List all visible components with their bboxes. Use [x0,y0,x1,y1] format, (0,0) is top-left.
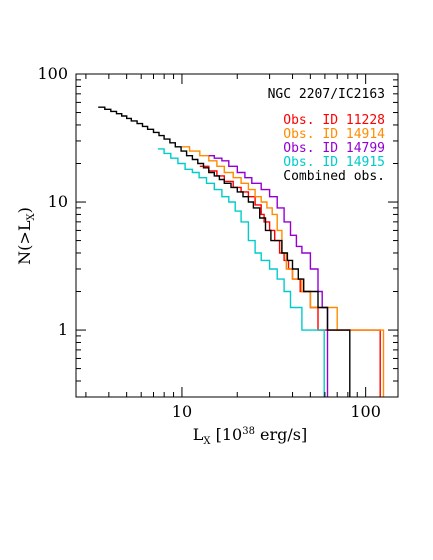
series-line-2 [182,146,385,397]
y-tick-label: 1 [58,320,68,339]
legend-entry-2: Obs. ID 14914 [283,127,385,142]
series-layer [98,106,385,397]
x-tick-label: 100 [350,402,381,421]
y-tick-label: 100 [37,64,68,83]
y-axis-label: N(>LX) [15,207,37,265]
series-line-1 [199,165,381,397]
legend-entry-4: Obs. ID 14915 [283,155,385,170]
series-line-5 [98,106,351,397]
x-tick-label: 10 [172,402,192,421]
legend-title: NGC 2207/IC2163 [268,87,385,102]
legend-entry-3: Obs. ID 14799 [283,141,385,156]
series-line-3 [208,155,329,397]
y-tick-label: 10 [48,192,68,211]
tick-labels-layer: 10 100 1 10 100 [37,64,380,421]
series-line-4 [157,148,325,397]
legend-entry-5: Combined obs. [283,169,385,184]
ticks-layer [76,73,398,398]
x-axis-label: LX [1038 erg/s] [193,425,307,447]
legend-entry-1: Obs. ID 11228 [283,113,385,128]
